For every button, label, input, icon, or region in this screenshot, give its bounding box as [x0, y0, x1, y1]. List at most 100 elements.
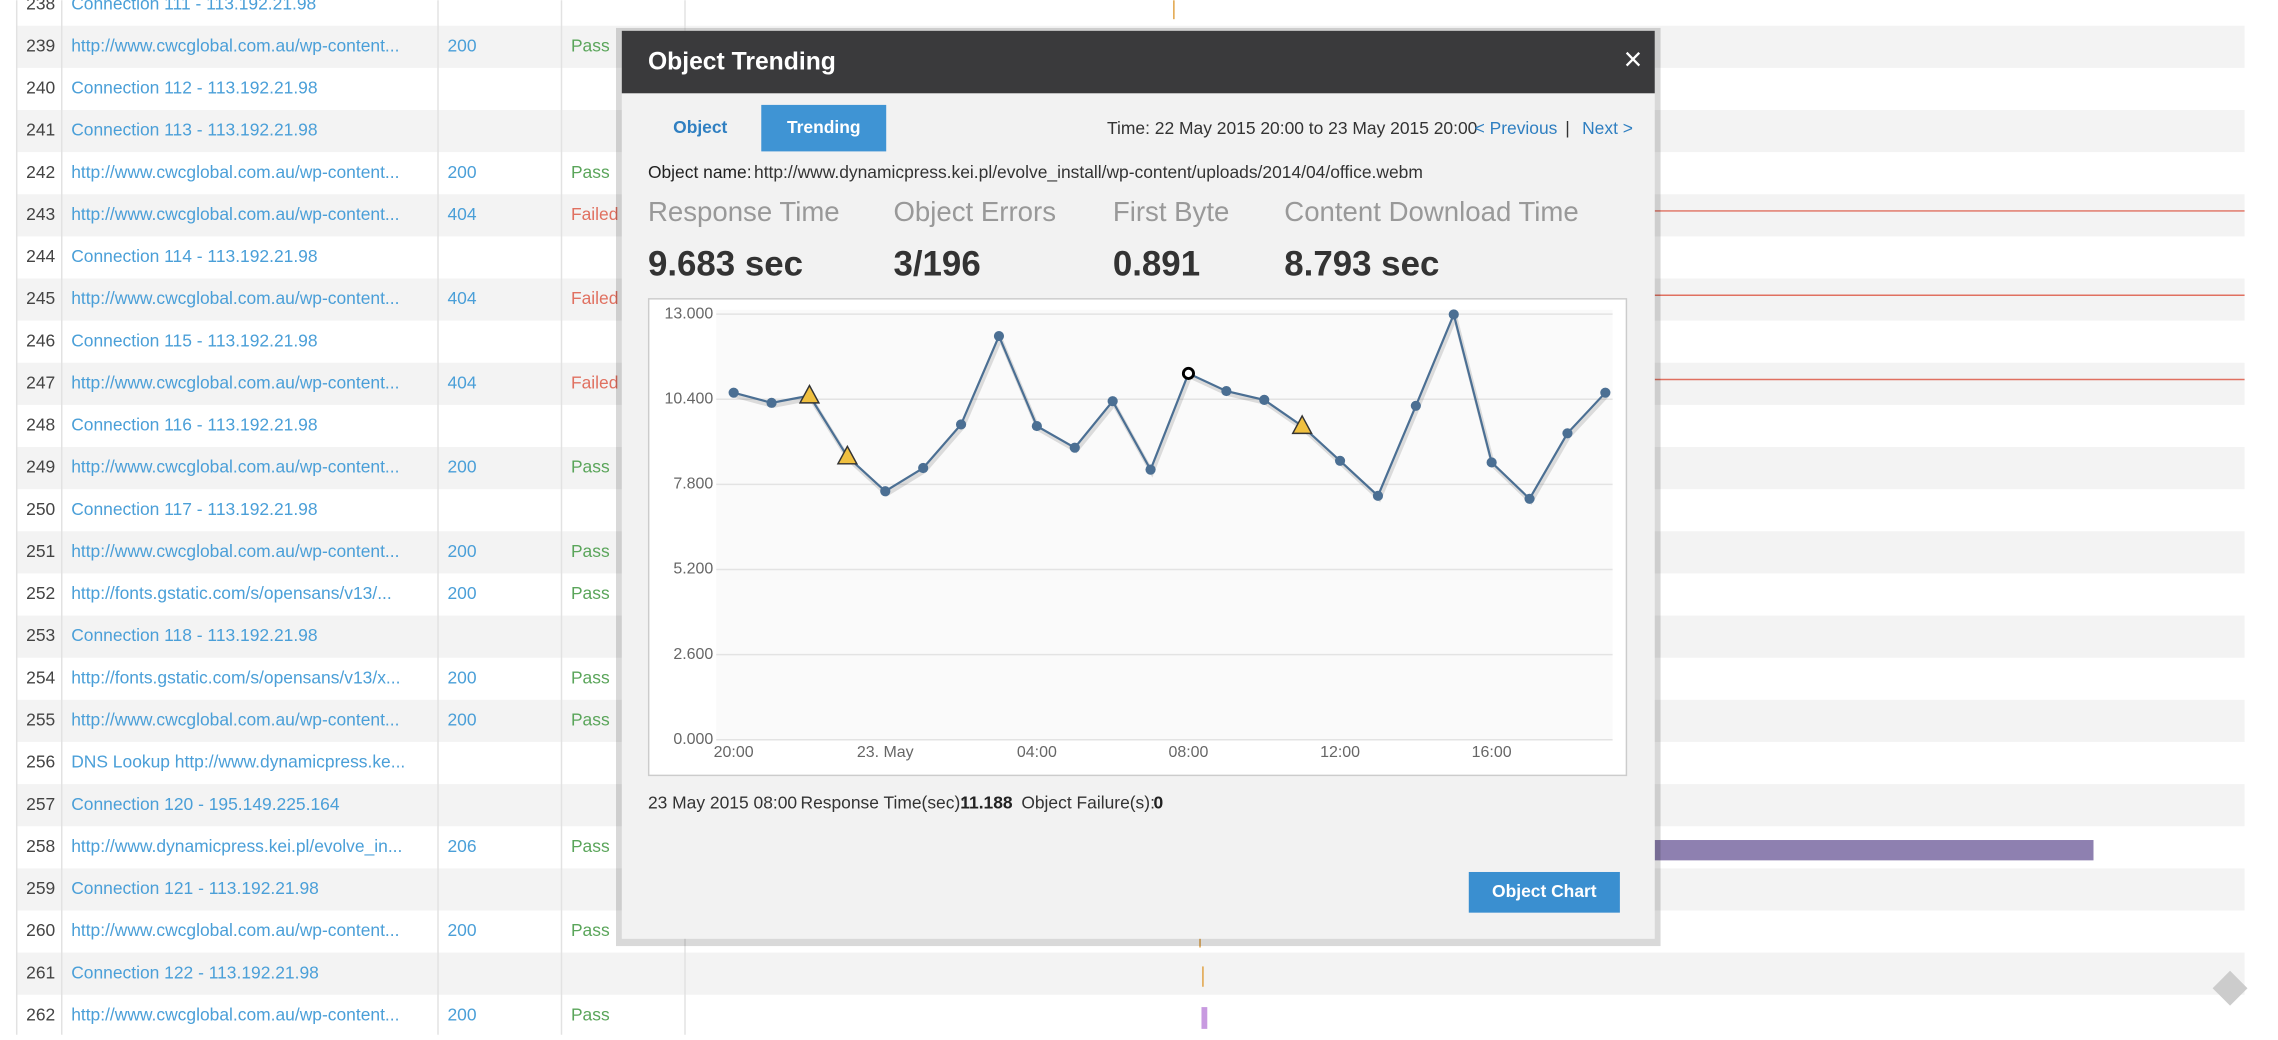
row-name[interactable]: Connection 112 - 113.192.21.98	[71, 78, 317, 98]
row-name[interactable]: http://fonts.gstatic.com/s/opensans/v13/…	[71, 583, 392, 603]
row-name[interactable]: http://fonts.gstatic.com/s/opensans/v13/…	[71, 667, 400, 687]
tab[interactable]: Object	[673, 117, 727, 137]
data-point[interactable]	[728, 387, 739, 398]
row-name[interactable]: Connection 118 - 113.192.21.98	[71, 625, 317, 645]
row-name[interactable]: Connection 113 - 113.192.21.98	[71, 120, 317, 140]
row-status: Failed	[571, 288, 618, 308]
metric-value: 3/196	[893, 244, 980, 283]
row-code: 200	[447, 710, 476, 730]
data-point[interactable]	[1600, 387, 1611, 398]
data-point[interactable]	[1448, 309, 1459, 320]
timing-bar	[1654, 840, 2094, 861]
series-line	[733, 310, 1607, 501]
modal: Object Trending × Object Trending Time: …	[621, 30, 1655, 939]
data-point[interactable]	[993, 330, 1005, 342]
object-chart-button[interactable]	[1468, 871, 1620, 913]
failure-marker[interactable]	[1291, 414, 1313, 435]
row-name[interactable]: Connection 122 - 113.192.21.98	[71, 962, 319, 982]
row-number: 255	[26, 710, 55, 730]
row-code: 404	[447, 204, 476, 224]
row-name[interactable]: http://www.cwcglobal.com.au/wp-content..…	[71, 920, 399, 940]
row-number: 240	[26, 78, 55, 98]
tab[interactable]: Trending	[787, 117, 861, 137]
waterfall	[1173, 0, 2248, 1029]
row-name[interactable]: http://www.cwcglobal.com.au/wp-content..…	[71, 541, 399, 561]
row-name[interactable]: Connection 116 - 113.192.21.98	[71, 415, 317, 435]
footer-date: 23 May 2015 08:00	[648, 792, 797, 812]
row-name[interactable]: Connection 111 - 113.192.21.98	[71, 0, 316, 13]
timing-mark	[1201, 1007, 1208, 1029]
button-label[interactable]: Object Chart	[1492, 881, 1597, 901]
row-name[interactable]: http://www.dynamicpress.kei.pl/evolve_in…	[71, 836, 402, 857]
row-code: 200	[447, 667, 476, 687]
row-number: 256	[26, 752, 55, 772]
y-tick-label: 2.600	[673, 646, 713, 663]
row-name[interactable]: Connection 114 - 113.192.21.98	[71, 246, 317, 266]
row-status: Pass	[571, 1004, 610, 1024]
data-point[interactable]	[766, 397, 777, 408]
row-status: Pass	[571, 583, 610, 603]
modal-header	[621, 30, 1655, 94]
data-point[interactable]	[1107, 396, 1118, 407]
footer-label: Response Time(sec):	[800, 792, 965, 812]
row-number: 247	[26, 372, 55, 392]
time-range: Time: 22 May 2015 20:00 to 23 May 2015 2…	[1107, 118, 1478, 138]
separator: |	[1565, 118, 1570, 138]
x-tick-label: 12:00	[1320, 744, 1360, 761]
data-point[interactable]	[1486, 457, 1497, 468]
x-tick-label: 04:00	[1017, 744, 1057, 761]
data-point[interactable]	[1524, 493, 1535, 504]
metric-value: 0.891	[1113, 244, 1200, 283]
data-point[interactable]	[918, 462, 929, 474]
data-point[interactable]	[1031, 421, 1042, 432]
row-name[interactable]: http://www.cwcglobal.com.au/wp-content..…	[71, 162, 399, 182]
data-point[interactable]	[1562, 428, 1573, 439]
row-name[interactable]: Connection 121 - 113.192.21.98	[71, 878, 319, 898]
y-tick-label: 7.800	[673, 476, 713, 493]
row-code: 404	[447, 372, 476, 392]
footer-value: 11.188	[960, 792, 1013, 812]
data-point[interactable]	[880, 486, 891, 497]
row-status: Pass	[571, 541, 610, 561]
row-status: Failed	[571, 204, 618, 224]
row-name[interactable]: http://www.cwcglobal.com.au/wp-content..…	[71, 1004, 399, 1024]
row-status: Pass	[571, 920, 610, 940]
row-name[interactable]: Connection 115 - 113.192.21.98	[71, 330, 317, 350]
row-name[interactable]: Connection 117 - 113.192.21.98	[71, 499, 317, 519]
row-status: Pass	[571, 162, 610, 182]
row-name[interactable]: http://www.cwcglobal.com.au/wp-content..…	[71, 457, 399, 477]
data-point[interactable]	[1069, 442, 1080, 453]
corner-icon[interactable]	[2212, 970, 2248, 1006]
modal-title: Object Trending	[648, 48, 836, 75]
tab-active[interactable]	[761, 104, 887, 152]
row-number: 258	[26, 836, 55, 856]
close-button[interactable]: ×	[1624, 41, 1643, 77]
row-name[interactable]: http://www.cwcglobal.com.au/wp-content..…	[71, 372, 399, 392]
row-name[interactable]: Connection 120 - 195.149.225.164	[71, 794, 340, 814]
row-status: Pass	[571, 457, 610, 477]
row-name[interactable]: http://www.cwcglobal.com.au/wp-content..…	[71, 288, 399, 308]
y-tick-label: 5.200	[673, 561, 713, 578]
metric-label: Response Time	[648, 196, 840, 227]
data-point[interactable]	[1372, 490, 1384, 501]
row-number: 254	[26, 667, 55, 687]
next-link[interactable]: Next >	[1582, 118, 1633, 138]
x-tick-label: 23. May	[857, 744, 914, 761]
failure-marker[interactable]	[798, 383, 821, 404]
data-point[interactable]	[1221, 385, 1232, 397]
previous-link[interactable]: < Previous	[1475, 118, 1558, 138]
data-point[interactable]	[1259, 394, 1270, 405]
selected-point[interactable]	[1181, 366, 1195, 380]
data-point[interactable]	[1410, 400, 1421, 411]
failure-marker[interactable]	[836, 444, 859, 465]
row-name[interactable]: http://www.cwcglobal.com.au/wp-content..…	[71, 204, 399, 224]
row-number: 262	[26, 1004, 55, 1024]
row-name[interactable]: http://www.cwcglobal.com.au/wp-content..…	[71, 35, 399, 55]
row-name[interactable]: DNS Lookup http://www.dynamicpress.ke...	[71, 752, 405, 772]
data-point[interactable]	[1334, 455, 1346, 466]
row-status: Pass	[571, 710, 610, 730]
data-point[interactable]	[955, 419, 967, 430]
row-name[interactable]: http://www.cwcglobal.com.au/wp-content..…	[71, 710, 399, 730]
row-number: 259	[26, 878, 55, 898]
data-point[interactable]	[1145, 464, 1156, 475]
